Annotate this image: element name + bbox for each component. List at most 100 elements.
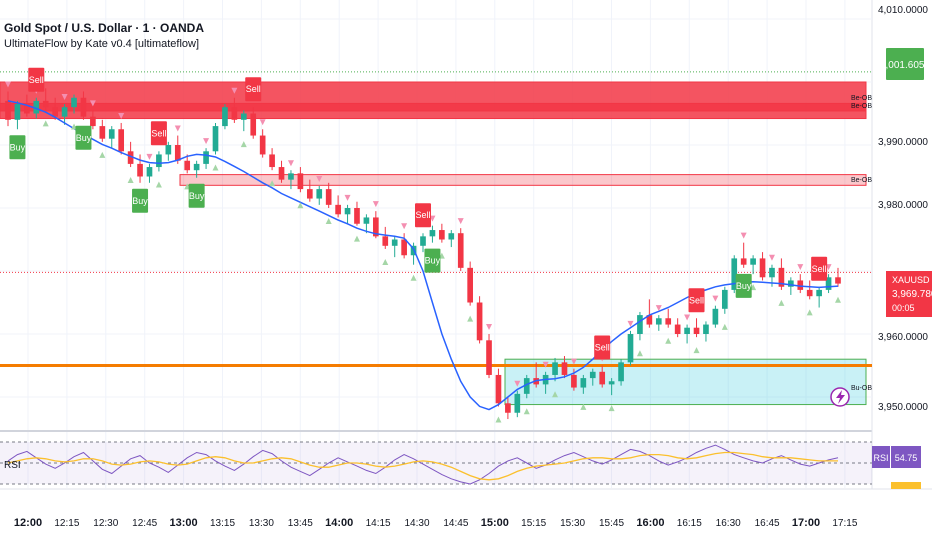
price-tick-3: 3,960.0000 xyxy=(878,332,928,343)
buy-triangle-4 xyxy=(42,120,49,127)
candle-body-62 xyxy=(589,371,596,379)
candle-body-51 xyxy=(486,340,492,375)
buy-triangle-67 xyxy=(636,350,643,357)
price-tick-2: 3,980.0000 xyxy=(878,200,928,211)
buy-signal-bg-78 xyxy=(735,273,752,298)
sell-triangle-39 xyxy=(372,201,379,208)
candle-84 xyxy=(797,274,804,294)
candle-7 xyxy=(71,94,77,114)
sell-triangle-0 xyxy=(5,81,11,88)
candle-body-63 xyxy=(599,371,606,385)
candle-27 xyxy=(259,129,266,158)
rsi-value: 54.75 xyxy=(895,453,918,463)
candle-11 xyxy=(108,126,115,149)
candle-body-69 xyxy=(655,318,662,325)
rsi-value-badge xyxy=(891,446,921,468)
buy-triangle-16 xyxy=(155,181,162,188)
candle-body-16 xyxy=(156,154,162,168)
buy-signal-label-78: Buy xyxy=(736,281,752,291)
candle-32 xyxy=(306,179,313,202)
candle-73 xyxy=(693,318,700,338)
indicator-legend[interactable]: UltimateFlow by Kate v0.4 [ultimateflow] xyxy=(4,38,200,50)
buy-signal-label-1: Buy xyxy=(10,142,26,152)
candle-body-20 xyxy=(193,163,200,171)
buy-signal-14: Buy xyxy=(132,188,149,213)
candle-30 xyxy=(288,170,294,190)
candle-20 xyxy=(193,160,200,178)
candle-body-82 xyxy=(778,267,785,287)
bear-zone-2 xyxy=(179,174,867,186)
buy-triangle-43 xyxy=(410,274,417,281)
sell-signal-bg-3 xyxy=(28,67,45,92)
candle-69 xyxy=(655,315,662,331)
candle-29 xyxy=(278,160,285,183)
candle-52 xyxy=(495,368,502,407)
buy-signal-78: Buy xyxy=(735,273,752,298)
candle-23 xyxy=(222,104,228,130)
buy-signal-bg-45 xyxy=(424,248,441,273)
candle-70 xyxy=(665,308,672,328)
buy-triangle-58 xyxy=(552,391,559,398)
candle-body-17 xyxy=(165,145,172,155)
time-tick-9: 14:15 xyxy=(366,518,391,529)
candle-body-44 xyxy=(420,236,426,246)
sell-triangle-60 xyxy=(570,358,577,365)
candle-body-27 xyxy=(259,135,266,155)
candle-body-58 xyxy=(552,362,558,375)
candle-77 xyxy=(731,255,738,294)
candle-22 xyxy=(212,122,219,155)
candle-53 xyxy=(505,397,511,420)
buy-triangle-85 xyxy=(806,309,813,316)
candle-17 xyxy=(165,141,172,161)
time-tick-6: 13:30 xyxy=(249,518,274,529)
candle-body-73 xyxy=(693,327,700,334)
candle-body-9 xyxy=(90,116,96,127)
sell-triangle-24 xyxy=(231,87,238,94)
level-badge xyxy=(886,48,924,80)
rsi-levels xyxy=(0,441,872,485)
candle-51 xyxy=(486,334,492,379)
candle-body-59 xyxy=(561,362,568,375)
candle-body-8 xyxy=(80,97,87,117)
buy-signal-bg-1 xyxy=(9,135,26,160)
buy-signal-bg-14 xyxy=(132,188,149,213)
candle-body-64 xyxy=(608,381,615,385)
symbol-title[interactable]: Gold Spot / U.S. Dollar · 1 · OANDA xyxy=(4,21,205,35)
buy-triangle-70 xyxy=(665,337,672,344)
candle-63 xyxy=(599,365,606,388)
candle-body-67 xyxy=(637,315,643,334)
time-tick-2: 12:30 xyxy=(93,518,118,529)
candle-9 xyxy=(90,110,96,130)
sell-triangle-78 xyxy=(740,232,747,239)
zone-label-bull: Bu-OB xyxy=(851,385,872,392)
candle-24 xyxy=(231,97,238,123)
sell-triangle-66 xyxy=(627,320,634,327)
candle-body-77 xyxy=(731,258,738,290)
candle-10 xyxy=(99,119,106,142)
candle-67 xyxy=(637,311,643,341)
lightning-icon[interactable] xyxy=(830,387,850,407)
sell-triangle-75 xyxy=(712,295,719,302)
rsi-ma-badge xyxy=(891,482,921,489)
candle-49 xyxy=(467,261,473,306)
candle-6 xyxy=(61,104,68,125)
candle-26 xyxy=(250,107,257,139)
candle-54 xyxy=(514,390,521,418)
sell-triangle-42 xyxy=(401,223,408,230)
time-tick-14: 15:30 xyxy=(560,518,585,529)
candle-body-14 xyxy=(137,163,143,177)
buy-signal-label-45: Buy xyxy=(425,256,441,266)
candle-12 xyxy=(118,122,125,155)
buy-signal-20: Buy xyxy=(188,183,205,208)
candle-88 xyxy=(835,267,841,287)
price-tick-1: 3,990.0000 xyxy=(878,137,928,148)
candle-body-29 xyxy=(278,167,285,180)
buy-signal-label-14: Buy xyxy=(132,196,148,206)
candle-body-80 xyxy=(759,258,766,278)
sell-triangle-12 xyxy=(118,112,125,119)
candle-body-53 xyxy=(505,403,511,413)
time-tick-1: 12:15 xyxy=(54,518,79,529)
sell-signal-label-73: Sell xyxy=(689,295,704,305)
